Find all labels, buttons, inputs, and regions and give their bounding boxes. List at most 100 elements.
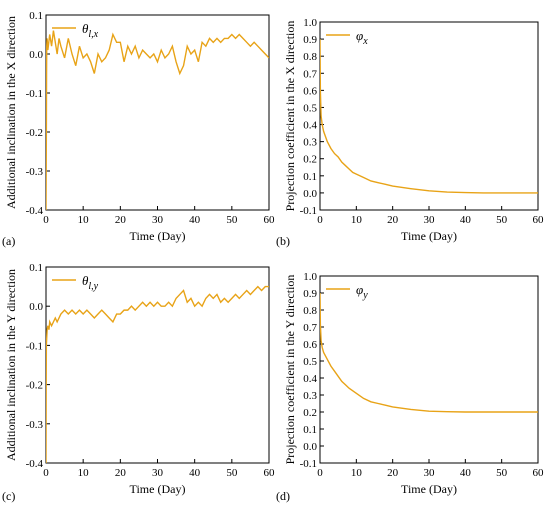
y-tick-label: 0.3	[303, 390, 317, 402]
x-tick-label: 40	[189, 467, 201, 479]
y-tick-label: 0.0	[303, 188, 317, 200]
y-tick-label: -0.4	[26, 458, 44, 470]
x-tick-label: 50	[496, 214, 508, 226]
y-tick-label: 0.8	[303, 51, 317, 63]
legend-symbol: θ	[82, 21, 89, 36]
legend-subscript: l,y	[88, 281, 98, 292]
panel-a: 0 10 20 30 40 50 60 -0.4 -0.3 -0.2 -0.1 0.0 0.1 Time …	[2, 10, 275, 248]
x-tick-label: 20	[115, 467, 127, 479]
y-tick-label: 0.0	[303, 441, 317, 453]
y-axis-title: Projection coefficient in the X directio…	[283, 21, 297, 212]
y-tick-label: 0.2	[303, 407, 317, 419]
y-axis-title: Additional inclination in the Y directio…	[4, 269, 18, 461]
y-tick-label: 0.4	[303, 373, 317, 385]
legend-symbol: θ	[82, 273, 89, 288]
y-tick-label: 0.6	[303, 339, 317, 351]
legend-label: φy	[356, 282, 368, 301]
x-tick-label: 20	[115, 214, 127, 226]
y-tick-label: -0.2	[26, 127, 43, 139]
y-tick-label: 1.0	[303, 271, 317, 283]
y-tick-label: -0.3	[26, 419, 44, 431]
y-tick-label: -0.1	[26, 88, 43, 100]
x-axis-title: Time (Day)	[401, 229, 457, 243]
y-tick-label: 0.6	[303, 85, 317, 97]
y-tick-label: 0.0	[29, 301, 43, 313]
y-tick-label: -0.1	[300, 458, 317, 470]
panel-d: 0 10 20 30 40 50 60 -0.1 0.0 0.1 0.2 0.3 0.4 0.5 0.6 0.…	[276, 271, 544, 503]
legend-subscript: x	[362, 36, 368, 47]
x-tick-label: 30	[152, 467, 164, 479]
panel-label: (a)	[2, 234, 15, 248]
x-tick-label: 0	[43, 214, 49, 226]
panel-label: (c)	[2, 489, 15, 503]
legend-symbol: φ	[356, 28, 363, 43]
x-tick-label: 0	[317, 467, 323, 479]
y-tick-label: -0.1	[300, 205, 317, 217]
x-tick-label: 60	[533, 214, 545, 226]
legend-label: φx	[356, 28, 368, 47]
y-tick-label: 0.5	[303, 356, 317, 368]
y-axis-title: Projection coefficient in the Y directio…	[283, 275, 297, 465]
x-tick-label: 40	[460, 467, 472, 479]
legend-label: θl,x	[82, 21, 99, 40]
series-line	[320, 39, 538, 194]
y-tick-label: 0.1	[29, 10, 43, 22]
x-axis-title: Time (Day)	[401, 482, 457, 496]
y-tick-label: 0.4	[303, 120, 317, 132]
x-tick-label: 20	[387, 214, 399, 226]
y-tick-label: 0.0	[29, 49, 43, 61]
series-line	[46, 285, 269, 463]
x-tick-label: 10	[78, 467, 90, 479]
y-axis-title: Additional inclination in the X directio…	[4, 16, 18, 209]
x-tick-label: 10	[351, 214, 363, 226]
x-tick-label: 10	[78, 214, 90, 226]
y-tick-label: 0.5	[303, 102, 317, 114]
panel-label: (d)	[276, 489, 290, 503]
y-tick-label: 0.1	[29, 262, 43, 274]
x-tick-label: 20	[387, 467, 399, 479]
legend-subscript: y	[362, 290, 368, 301]
x-tick-label: 0	[317, 214, 323, 226]
y-tick-label: 0.2	[303, 154, 317, 166]
x-tick-label: 30	[424, 214, 436, 226]
series-line	[320, 292, 538, 413]
plot-frame	[45, 14, 270, 211]
x-tick-label: 60	[264, 467, 276, 479]
y-tick-label: -0.1	[26, 340, 43, 352]
legend-symbol: φ	[356, 282, 363, 297]
y-tick-label: 0.9	[303, 288, 317, 300]
legend-label: θl,y	[82, 273, 99, 292]
y-tick-label: 0.7	[303, 322, 317, 334]
y-tick-label: 0.1	[303, 424, 317, 436]
series-line	[46, 30, 269, 210]
panel-c: 0 10 20 30 40 50 60 -0.4 -0.3 -0.2 -0.1 0.0 0.1 Time …	[2, 262, 275, 503]
y-tick-label: -0.4	[26, 205, 44, 217]
y-tick-label: 0.1	[303, 171, 317, 183]
x-tick-label: 0	[43, 467, 49, 479]
panel-b: 0 10 20 30 40 50 60 -0.1 0.0 0.1 0.2 0.3 0.4 0.5 0.6 0.…	[276, 17, 544, 248]
x-tick-label: 60	[264, 214, 276, 226]
x-tick-label: 30	[152, 214, 164, 226]
x-tick-label: 10	[351, 467, 363, 479]
y-tick-label: 1.0	[303, 17, 317, 29]
legend-subscript: l,x	[88, 29, 98, 40]
y-tick-label: -0.2	[26, 380, 43, 392]
x-tick-label: 40	[189, 214, 201, 226]
panel-label: (b)	[276, 234, 290, 248]
y-tick-label: 0.7	[303, 68, 317, 80]
x-tick-label: 60	[533, 467, 545, 479]
x-tick-label: 40	[460, 214, 472, 226]
plot-frame	[319, 275, 539, 464]
plot-frame	[45, 266, 270, 464]
x-tick-label: 30	[424, 467, 436, 479]
x-axis-title: Time (Day)	[130, 229, 186, 243]
x-tick-label: 50	[226, 214, 238, 226]
y-tick-label: 0.3	[303, 137, 317, 149]
y-tick-label: -0.3	[26, 166, 44, 178]
plot-frame	[319, 21, 539, 211]
x-tick-label: 50	[496, 467, 508, 479]
y-tick-label: 0.9	[303, 34, 317, 46]
y-tick-label: 0.8	[303, 305, 317, 317]
x-tick-label: 50	[226, 467, 238, 479]
